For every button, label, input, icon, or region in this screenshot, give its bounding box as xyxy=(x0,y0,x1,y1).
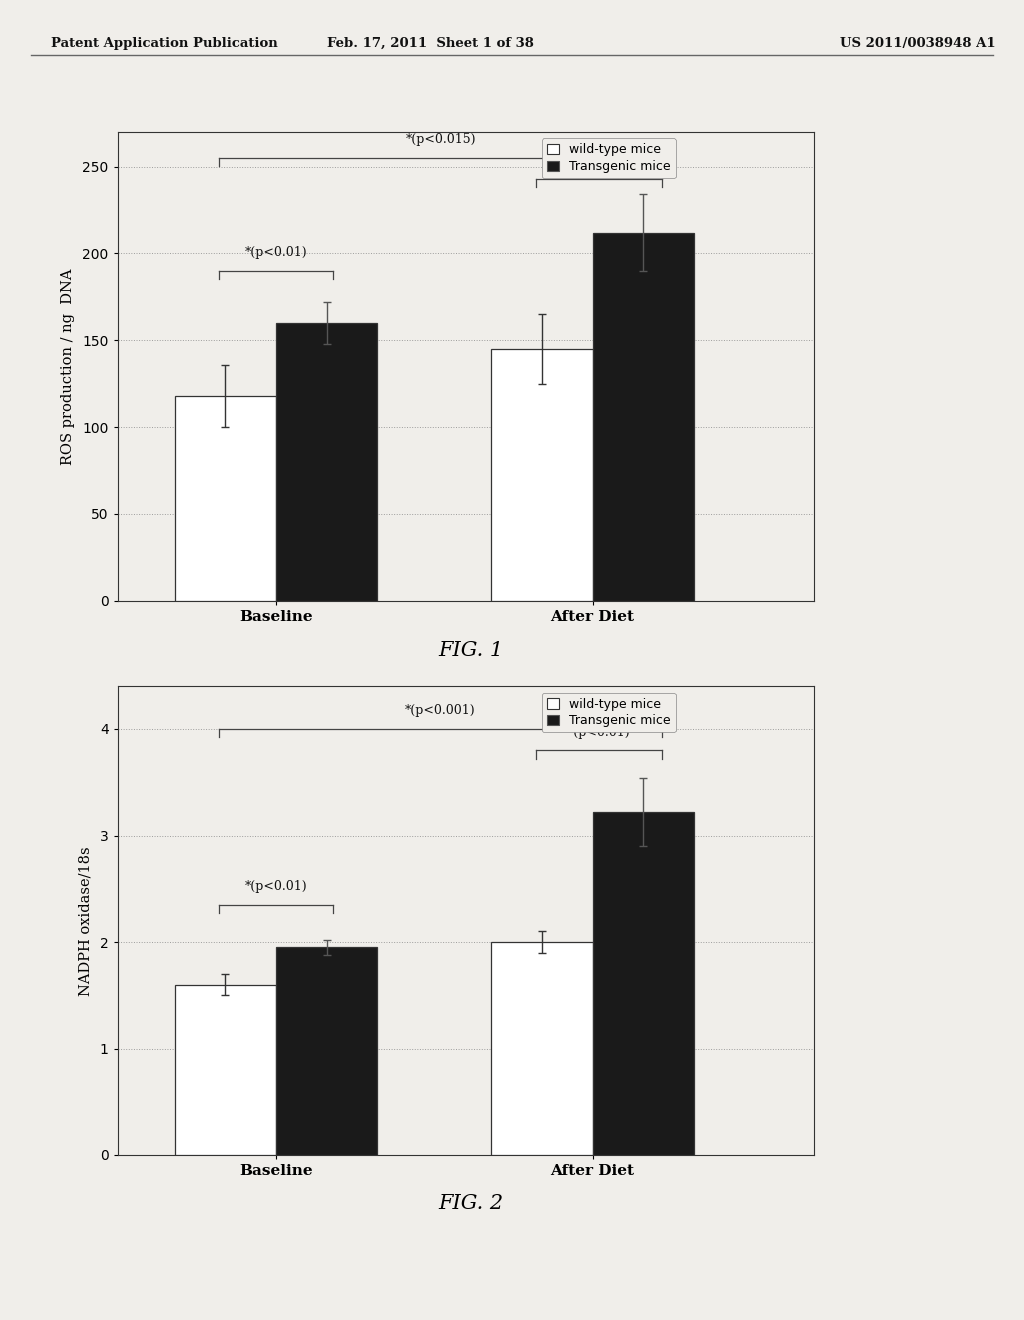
Text: *(p<0.015): *(p<0.015) xyxy=(406,133,476,147)
Y-axis label: NADPH oxidase/18s: NADPH oxidase/18s xyxy=(79,846,93,995)
Bar xyxy=(492,348,593,601)
Text: US 2011/0038948 A1: US 2011/0038948 A1 xyxy=(840,37,995,50)
Bar xyxy=(492,942,593,1155)
Bar xyxy=(593,232,694,601)
Legend: wild-type mice, Transgenic mice: wild-type mice, Transgenic mice xyxy=(542,139,676,178)
Text: *(p<0.01): *(p<0.01) xyxy=(245,880,307,894)
Bar xyxy=(175,396,276,601)
Bar xyxy=(276,323,377,601)
Text: FIG. 1: FIG. 1 xyxy=(438,642,504,660)
Bar xyxy=(276,948,377,1155)
Y-axis label: ROS production / ng  DNA: ROS production / ng DNA xyxy=(61,268,76,465)
Text: *(p<0.01): *(p<0.01) xyxy=(567,154,630,168)
Text: FIG. 2: FIG. 2 xyxy=(438,1195,504,1213)
Text: Feb. 17, 2011  Sheet 1 of 38: Feb. 17, 2011 Sheet 1 of 38 xyxy=(327,37,534,50)
Text: *(p<0.01): *(p<0.01) xyxy=(245,246,307,259)
Legend: wild-type mice, Transgenic mice: wild-type mice, Transgenic mice xyxy=(542,693,676,733)
Text: *(p<0.01): *(p<0.01) xyxy=(567,726,630,739)
Text: *(p<0.001): *(p<0.001) xyxy=(406,705,476,717)
Bar xyxy=(593,812,694,1155)
Bar xyxy=(175,985,276,1155)
Text: Patent Application Publication: Patent Application Publication xyxy=(51,37,278,50)
